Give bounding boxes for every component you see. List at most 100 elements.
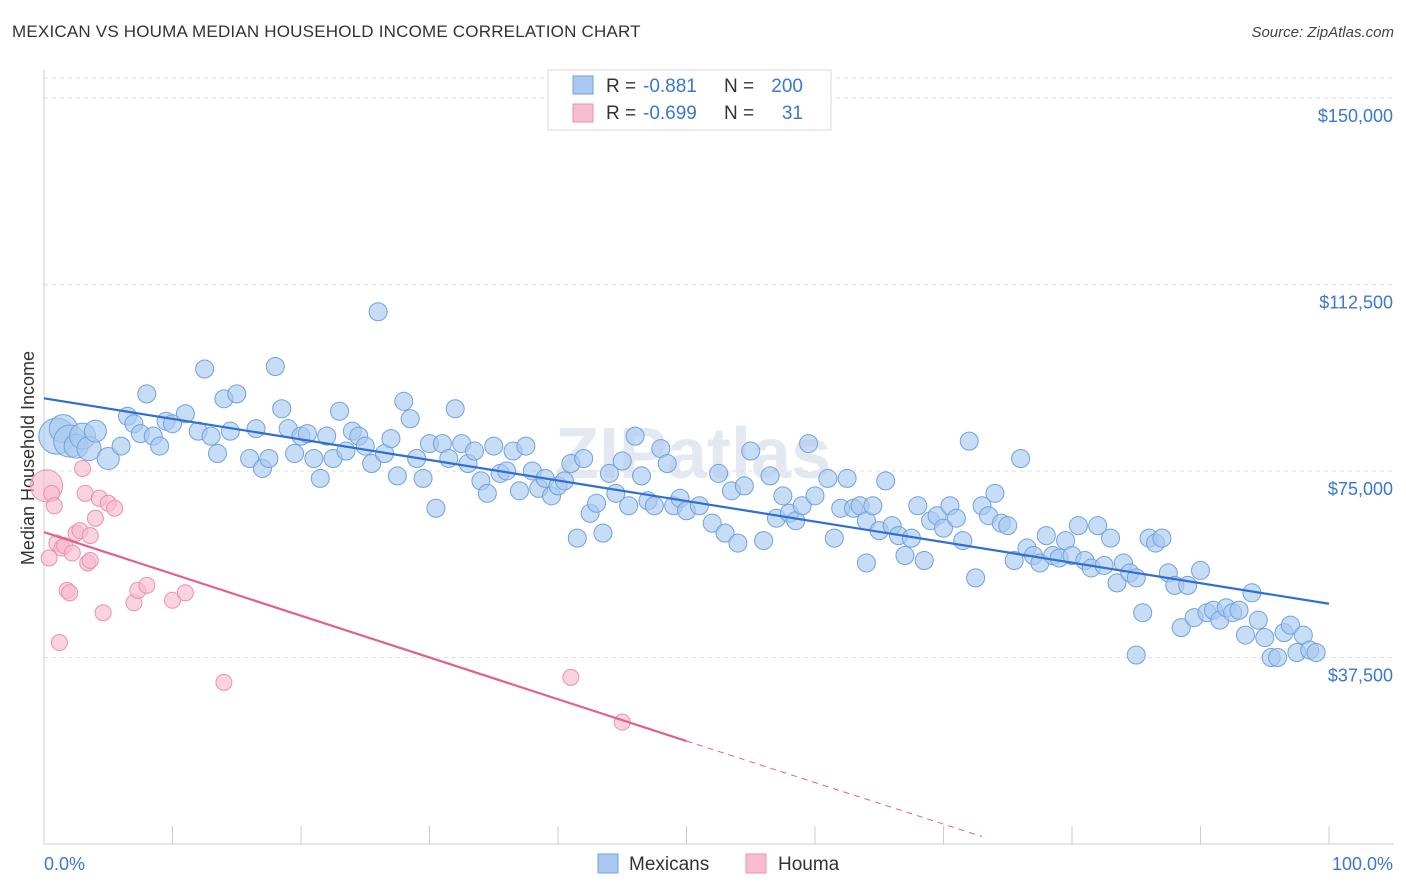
mexicans-point [1126,645,1146,665]
mexicans-point [445,399,465,419]
legend-label-mexicans: Mexicans [629,854,709,875]
mexicans-point [464,441,484,461]
houma-point [164,591,181,609]
houma-point [94,604,112,622]
mexicans-point [355,436,375,456]
mexicans-point [362,453,382,473]
mexicans-point [516,436,536,456]
watermark: ZIPatlas [555,414,831,494]
mexicans-point [895,546,915,566]
mexicans-point [1229,600,1249,620]
mexicans-point [227,384,247,404]
mexicans-point [818,468,838,488]
mexicans-point [220,421,240,441]
stats-swatch-mexicans [572,75,594,95]
stats-box-frame [547,69,832,131]
houma-point [40,549,58,567]
houma-trend-extension [686,740,983,838]
y-axis-label: Median Household Income [18,351,38,565]
mexicans-point [914,550,934,570]
mexicans-point [195,359,215,379]
mexicans-point [137,384,157,404]
mexicans-point [644,496,664,516]
mexicans-point [985,483,1005,503]
mexicans-point [207,444,227,464]
mexicans-point [394,391,414,411]
houma-point [61,584,79,602]
mexicans-point [593,523,613,543]
mexicans-point [998,516,1018,536]
mexicans-point [1248,610,1268,630]
mexicans-point [1152,528,1172,548]
mexicans-point [824,528,844,548]
stats-n-value-mexicans: 200 [771,76,803,97]
houma-point [45,497,63,515]
mexicans-point [657,453,677,473]
houma-point [74,459,92,477]
legend-swatch-houma [745,853,767,874]
stats-n-label-mexicans: N = [724,76,754,97]
mexicans-point [387,466,407,486]
mexicans-point [702,513,722,533]
y-tick-label: $150,000 [1318,106,1393,126]
mexicans-point [587,493,607,513]
mexicans-point [1094,555,1114,575]
x-tick-label-max: 100.0% [1332,854,1393,874]
mexicans-point [574,449,594,469]
mexicans-point [1088,516,1108,536]
mexicans-point [330,401,350,421]
mexicans-point [426,498,446,518]
source-label: Source: ZipAtlas.com [1251,24,1394,41]
stats-n-label-houma: N = [724,103,754,124]
legend-swatch-mexicans [597,853,619,874]
mexicans-point [773,486,793,506]
mexicans-point [83,419,107,443]
mexicans-point [1004,550,1024,570]
mexicans-point [413,468,433,488]
mexicans-point [317,426,337,446]
mexicans-point [959,431,979,451]
mexicans-point [272,399,292,419]
mexicans-point [1101,528,1121,548]
stats-swatch-houma [572,103,594,123]
mexicans-point [297,424,317,444]
mexicans-point [1255,628,1275,648]
mexicans-point [625,426,645,446]
mexicans-point [754,531,774,551]
mexicans-point [265,356,285,376]
mexicans-point [632,466,652,486]
mexicans-point [805,486,825,506]
stats-n-value-houma: 31 [782,103,803,124]
x-tick-label-min: 0.0% [44,854,85,874]
mexicans-point [799,434,819,454]
mexicans-point [908,496,928,516]
mexicans-point [484,436,504,456]
mexicans-point [1011,449,1031,469]
stats-r-value-mexicans: -0.881 [643,76,697,97]
mexicans-point [876,471,896,491]
mexicans-point [1235,625,1255,645]
mexicans-point [612,451,632,471]
mexicans-point [240,449,260,469]
mexicans-point [1191,560,1210,580]
houma-point [215,673,233,691]
mexicans-point [1036,526,1056,546]
stats-r-label-mexicans: R = [606,76,636,97]
mexicans-point [477,483,497,503]
mexicans-point [304,449,324,469]
mexicans-point [1280,615,1300,635]
mexicans-point [760,466,780,486]
mexicans-point [966,568,986,588]
mexicans-point [310,468,330,488]
houma-point [81,527,99,545]
mexicans-point [201,426,221,446]
stats-box: R = -0.881 N = 200 R = -0.699 N = 31 [547,69,832,131]
chart-title: MEXICAN VS HOUMA MEDIAN HOUSEHOLD INCOME… [12,22,641,41]
mexicans-trend-line [43,397,1330,605]
houma-point [176,584,194,602]
mexicans-point [741,441,761,461]
mexicans-point [619,496,639,516]
y-tick-labels: $37,500 $75,000 $112,500 $150,000 [1318,106,1393,686]
mexicans-point [259,449,279,469]
